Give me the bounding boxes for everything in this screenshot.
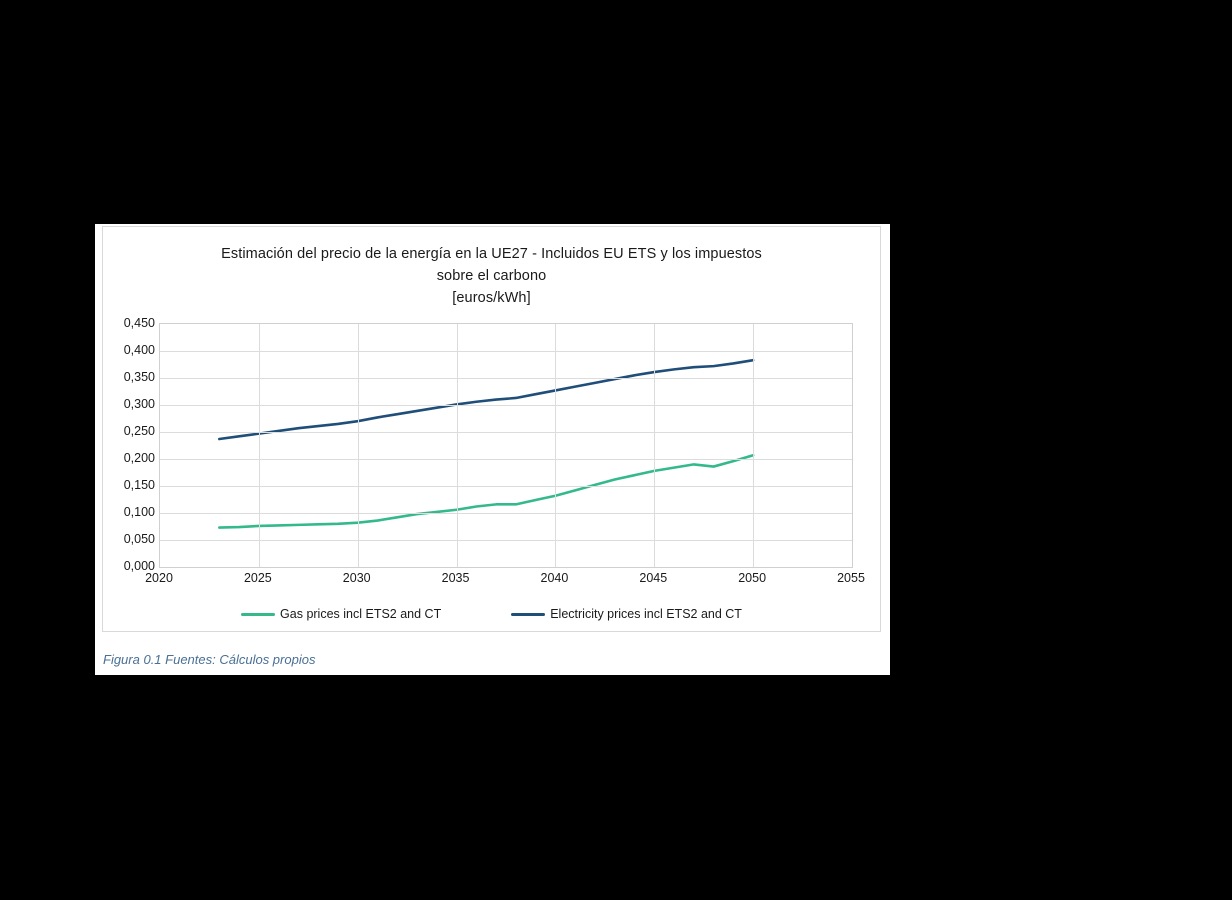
legend-label: Gas prices incl ETS2 and CT (280, 607, 442, 621)
x-axis-tick-label: 2030 (342, 571, 371, 585)
series-lines (218, 358, 755, 529)
y-axis-tick-label: 0,250 (123, 424, 155, 438)
series-line (218, 358, 755, 441)
plot-area (159, 323, 853, 568)
gridline-vertical (753, 324, 755, 567)
gridline-vertical (555, 324, 557, 567)
chart-frame: Estimación del precio de la energía en l… (102, 226, 881, 632)
legend-entry[interactable]: Electricity prices incl ETS2 and CT (511, 607, 742, 621)
chart-title-line-2: sobre el carbono (436, 268, 547, 284)
figure-caption: Figura 0.1 Fuentes: Cálculos propios (103, 652, 316, 667)
y-axis-tick-label: 0,100 (123, 505, 155, 519)
x-axis-tick-label: 2040 (540, 571, 569, 585)
gridline-horizontal (160, 486, 852, 487)
y-axis-tick-label: 0,200 (123, 451, 155, 465)
gridline-vertical (258, 324, 260, 567)
gridline-horizontal (160, 513, 852, 514)
figure-card: Estimación del precio de la energía en l… (95, 224, 890, 675)
legend-color-swatch (511, 612, 546, 616)
y-axis-tick-labels: 0,000 0,050 0,100 0,150 0,200 0,250 0,300 0,350… (103, 316, 155, 573)
gridline-vertical (357, 324, 359, 567)
gridline-horizontal (160, 351, 852, 352)
x-axis-tick-label: 2025 (243, 571, 272, 585)
chart-legend: Gas prices incl ETS2 and CT Electricity p… (103, 607, 880, 621)
gridline-horizontal (160, 432, 852, 433)
gridline-horizontal (160, 405, 852, 406)
legend-entry[interactable]: Gas prices incl ETS2 and CT (241, 607, 441, 621)
x-axis-tick-label: 2055 (837, 571, 865, 585)
chart-title-line-1: Estimación del precio de la energía en l… (221, 246, 762, 262)
legend-color-swatch (241, 612, 276, 616)
gridline-vertical (456, 324, 458, 567)
x-axis-tick-labels: 2020 2025 2030 2035 2040 2045 2050 2055 (145, 571, 865, 591)
y-axis-tick-label: 0,400 (123, 343, 155, 357)
y-axis-tick-label: 0,450 (123, 316, 155, 330)
y-axis-tick-label: 0,300 (123, 397, 155, 411)
y-axis-tick-label: 0,000 (123, 559, 155, 573)
gridline-horizontal (160, 378, 852, 379)
x-axis-tick-label: 2035 (441, 571, 470, 585)
x-axis-tick-label: 2020 (145, 571, 173, 585)
y-axis-tick-label: 0,150 (123, 478, 155, 492)
chart-title: Estimación del precio de la energía en l… (103, 243, 880, 309)
chart-title-line-3: [euros/kWh] (452, 290, 531, 306)
gridline-horizontal (160, 459, 852, 460)
x-axis-tick-label: 2045 (639, 571, 668, 585)
legend-label: Electricity prices incl ETS2 and CT (550, 607, 742, 621)
y-axis-tick-label: 0,350 (123, 370, 155, 384)
series-line (218, 453, 755, 529)
gridline-horizontal (160, 540, 852, 541)
y-axis-tick-label: 0,050 (123, 532, 155, 546)
gridline-vertical (654, 324, 656, 567)
x-axis-tick-label: 2050 (738, 571, 767, 585)
